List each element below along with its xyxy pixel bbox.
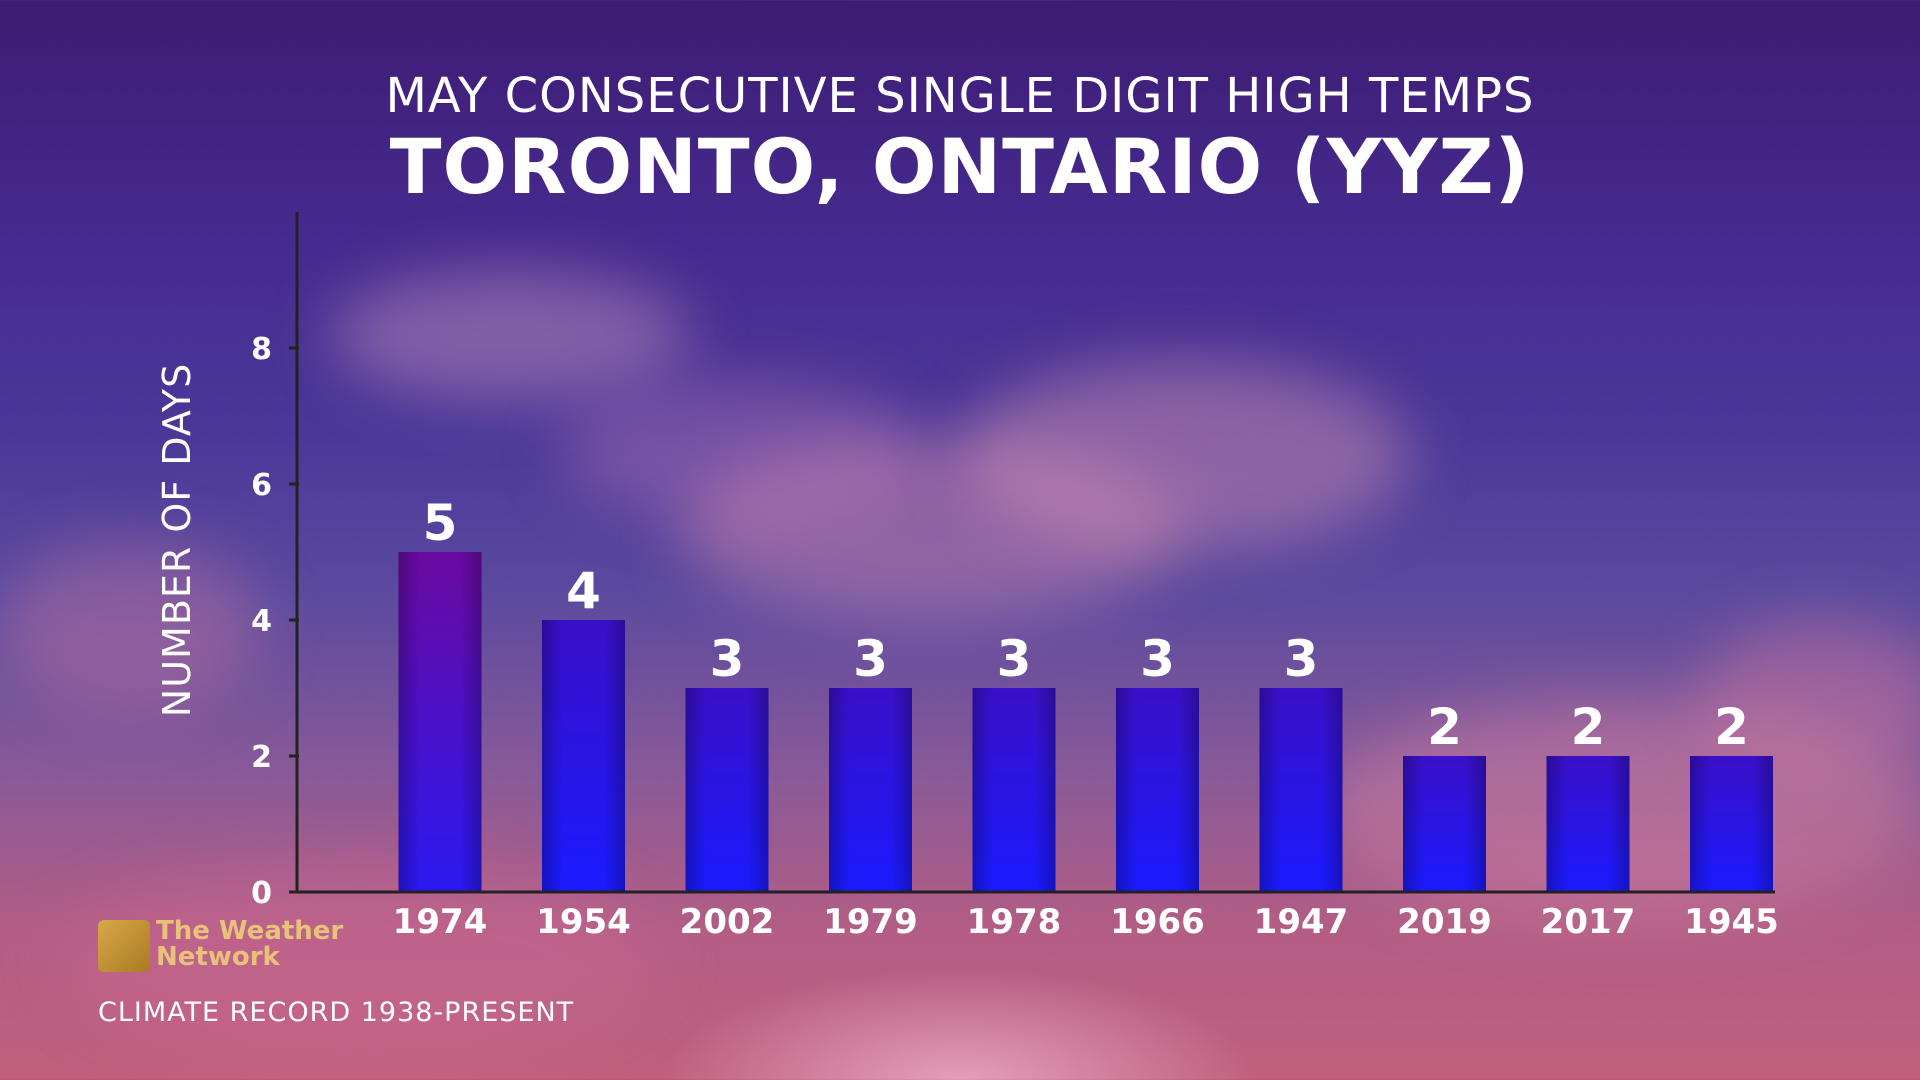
bar-value-label: 3 (1140, 630, 1175, 688)
bar-shading (1403, 756, 1486, 892)
y-tick-label: 8 (251, 332, 272, 367)
bar-value-label: 2 (1427, 698, 1462, 756)
bar-shading (542, 620, 625, 892)
cloud-decoration (330, 270, 690, 400)
x-tick-label: 2019 (1397, 902, 1492, 942)
bar-shading (685, 688, 769, 892)
x-tick-label: 1947 (1254, 902, 1349, 942)
x-tick-label: 1974 (393, 902, 488, 942)
x-tick-label: 1978 (967, 902, 1062, 942)
chart-subtitle-heading: MAY CONSECUTIVE SINGLE DIGIT HIGH TEMPS (385, 68, 1535, 124)
x-tick-label: 1945 (1684, 902, 1779, 942)
x-tick-label: 2002 (680, 902, 775, 942)
bar-shading (1546, 756, 1630, 892)
bar-value-label: 3 (997, 630, 1032, 688)
bar-shading (398, 552, 482, 892)
y-tick-label: 2 (251, 740, 272, 775)
bar-shading (829, 688, 912, 892)
bar-value-label: 3 (710, 630, 745, 688)
bar-shading (1259, 688, 1343, 892)
cloud-decoration (960, 360, 1410, 550)
bar-shading (1116, 688, 1199, 892)
brand-logo-text: The Weather Network (156, 918, 343, 970)
brand-line-2: Network (156, 942, 280, 972)
cloud-decoration (0, 540, 260, 710)
weather-network-logo-icon (98, 920, 150, 972)
y-tick-label: 4 (251, 604, 272, 639)
chart-title: TORONTO, ONTARIO (YYZ) (389, 122, 1531, 211)
y-tick-label: 6 (251, 468, 272, 503)
bar-shading (972, 688, 1056, 892)
bar-shading (1690, 756, 1773, 892)
bar-value-label: 4 (566, 562, 601, 620)
cloud-decoration (680, 440, 1180, 620)
x-tick-label: 1979 (823, 902, 918, 942)
bar-value-label: 2 (1714, 698, 1749, 756)
brand-line-1: The Weather (156, 916, 344, 946)
x-tick-label: 1954 (536, 902, 631, 942)
cloud-decoration (1700, 620, 1920, 780)
y-tick-label: 0 (251, 876, 272, 911)
x-tick-label: 1966 (1110, 902, 1205, 942)
bar-value-label: 5 (423, 494, 458, 552)
cloud-decoration (560, 380, 920, 520)
bar-value-label: 2 (1571, 698, 1606, 756)
bar-value-label: 3 (853, 630, 888, 688)
climate-record-note: CLIMATE RECORD 1938-PRESENT (98, 997, 575, 1028)
bar-value-label: 3 (1284, 630, 1319, 688)
x-tick-label: 2017 (1541, 902, 1636, 942)
